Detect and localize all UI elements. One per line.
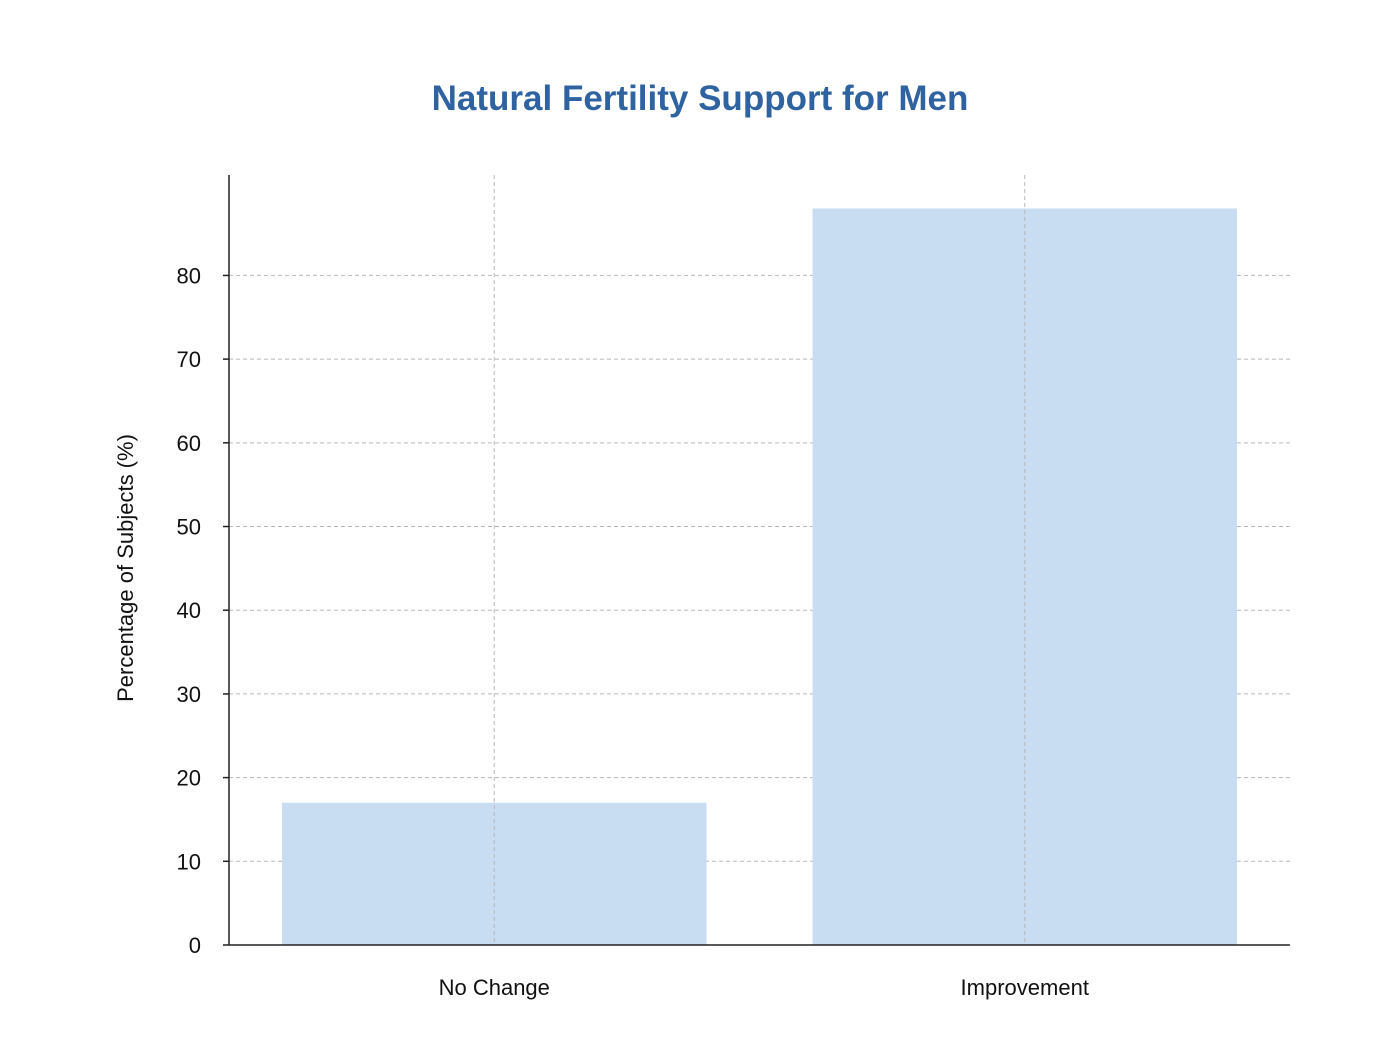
chart-title: Natural Fertility Support for Men — [432, 79, 969, 118]
x-tick-label: Improvement — [961, 975, 1089, 1000]
bars — [282, 208, 1237, 945]
bar — [282, 802, 707, 945]
y-tick-label: 80 — [177, 263, 201, 288]
y-axis-label: Percentage of Subjects (%) — [113, 434, 138, 702]
y-tick-label: 70 — [177, 347, 201, 372]
y-tick-label: 10 — [177, 849, 201, 874]
x-tick-labels: No Change Improvement — [439, 975, 1089, 1000]
vertical-grid-lines — [493, 175, 1026, 945]
axes — [223, 175, 1290, 946]
x-tick-label: No Change — [439, 975, 550, 1000]
y-tick-label: 50 — [177, 515, 201, 540]
y-tick-label: 0 — [189, 933, 201, 958]
y-tick-label: 20 — [177, 766, 201, 791]
y-tick-labels: 0 10 20 30 40 50 60 70 80 — [177, 263, 201, 958]
y-tick-label: 30 — [177, 682, 201, 707]
y-tick-label: 40 — [177, 598, 201, 623]
y-tick-label: 60 — [177, 431, 201, 456]
